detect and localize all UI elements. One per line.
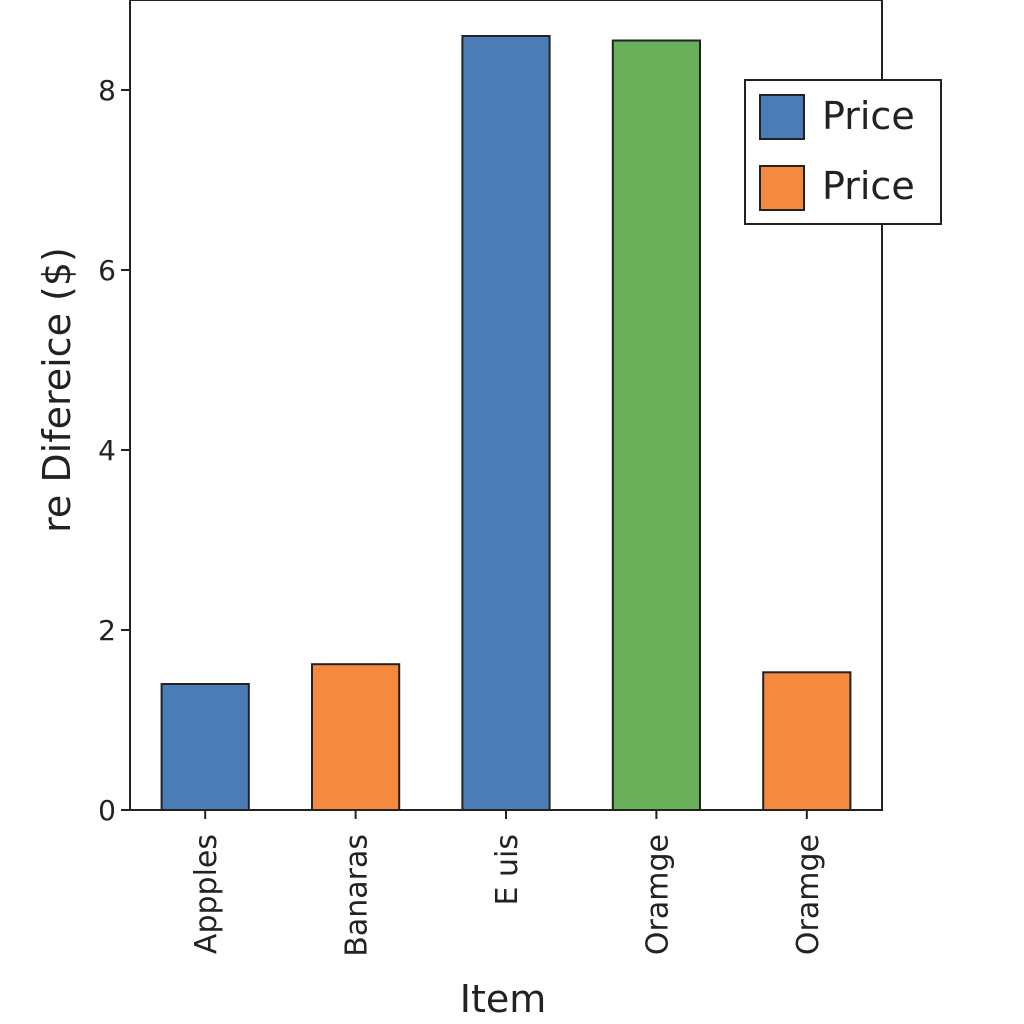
bar-1 [160, 683, 250, 811]
legend-label-2: Price [822, 164, 915, 208]
y-axis-title: re Difereice ($) [35, 247, 79, 533]
bar-3 [461, 35, 551, 811]
bar-4 [611, 39, 701, 811]
x-tick-label-5: Oramge [791, 834, 826, 955]
y-tick-label-1: 0 [98, 794, 116, 827]
x-axis-title: Item [460, 977, 547, 1021]
legend: Price Price [744, 79, 942, 225]
y-tick-label-3: 4 [98, 434, 116, 467]
bar-2 [311, 663, 401, 812]
x-tick-label-3: E uis [490, 834, 525, 905]
x-tick-label-4: Oramge [640, 834, 675, 955]
legend-swatch-2 [759, 165, 805, 211]
legend-swatch-1 [759, 94, 805, 140]
y-tick-label-4: 6 [98, 254, 116, 287]
x-tick-label-2: Banaras [340, 834, 375, 957]
x-tick-label-1: Appples [189, 834, 224, 954]
y-tick-label-5: 8 [98, 74, 116, 107]
y-axis: 0 2 4 6 8 [98, 74, 130, 827]
x-axis: Appples Banaras E uis Oramge Oramge [189, 810, 826, 957]
y-tick-label-2: 2 [98, 614, 116, 647]
bar-5 [762, 671, 852, 811]
legend-label-1: Price [822, 94, 915, 138]
